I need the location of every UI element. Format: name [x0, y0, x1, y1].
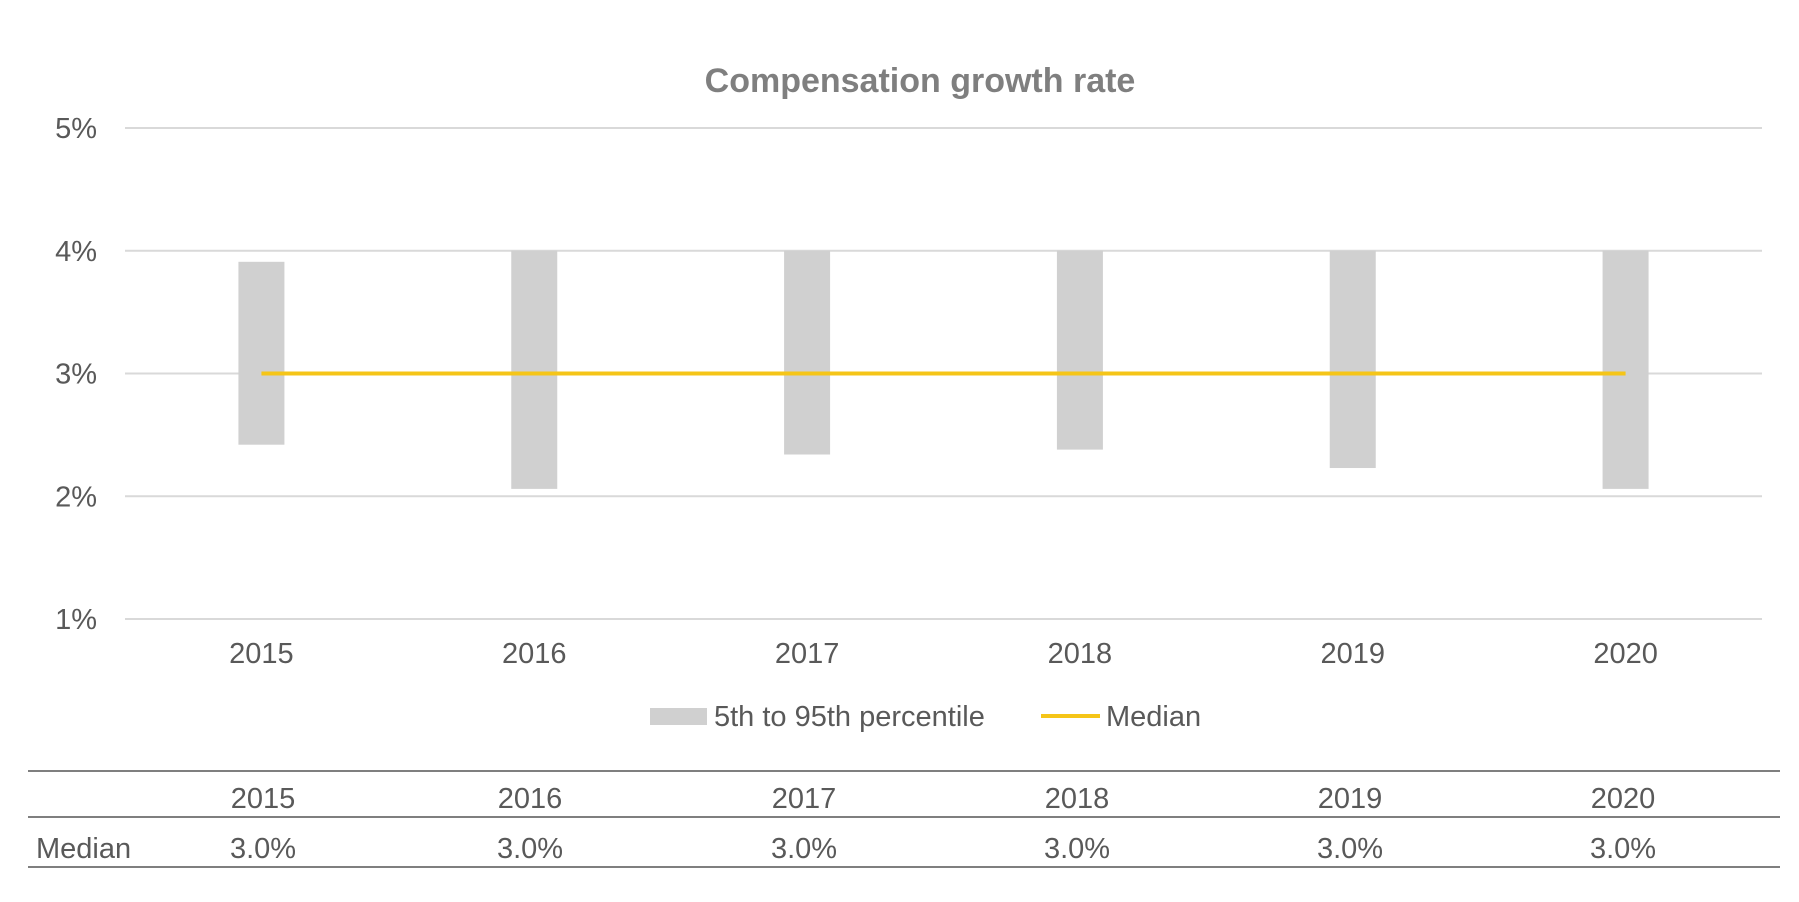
- table-value-cell: 3.0%: [1044, 833, 1110, 865]
- table-header-cell: 2020: [1591, 783, 1656, 815]
- table-value-cell: 3.0%: [1590, 833, 1656, 865]
- x-tick-label: 2018: [1048, 638, 1113, 670]
- chart-title: Compensation growth rate: [705, 62, 1136, 100]
- legend-label-percentile: 5th to 95th percentile: [714, 701, 985, 733]
- legend-swatch-percentile: [650, 708, 707, 725]
- table-header-cell: 2018: [1045, 783, 1110, 815]
- percentile-bar-2017: [784, 250, 831, 455]
- x-tick-label: 2016: [502, 638, 567, 670]
- y-tick-label: 1%: [55, 604, 97, 636]
- y-tick-label: 5%: [55, 113, 97, 145]
- percentile-bar-2018: [1056, 250, 1103, 450]
- percentile-bar-2016: [511, 250, 558, 489]
- table-row-label: Median: [36, 833, 131, 865]
- table-header-cell: 2015: [231, 783, 296, 815]
- percentile-range-bars: [238, 250, 1649, 489]
- table-header-cell: 2019: [1318, 783, 1383, 815]
- percentile-bar-2015: [238, 261, 285, 445]
- table-header-cell: 2017: [772, 783, 837, 815]
- median-table: 2015 2016 2017 2018 2019 2020 Median 3.0% 3.0% 3.…: [28, 770, 1780, 868]
- x-tick-label: 2020: [1593, 638, 1658, 670]
- x-axis-tick-labels: 2015 2016 2017 2018 2019 2020: [229, 638, 1658, 670]
- y-tick-label: 3%: [55, 359, 97, 391]
- table-value-cell: 3.0%: [1317, 833, 1383, 865]
- table-value-cell: 3.0%: [497, 833, 563, 865]
- percentile-bar-2020: [1602, 250, 1649, 489]
- table-value-cell: 3.0%: [230, 833, 296, 865]
- y-axis-tick-labels: 5% 4% 3% 2% 1%: [55, 113, 97, 636]
- table-value-cell: 3.0%: [771, 833, 837, 865]
- legend: 5th to 95th percentile Median: [650, 701, 1201, 733]
- y-tick-label: 4%: [55, 236, 97, 268]
- y-tick-label: 2%: [55, 481, 97, 513]
- percentile-bar-2019: [1329, 250, 1376, 469]
- x-tick-label: 2019: [1320, 638, 1385, 670]
- legend-label-median: Median: [1106, 701, 1201, 733]
- x-tick-label: 2017: [775, 638, 840, 670]
- x-tick-label: 2015: [229, 638, 294, 670]
- table-header-cell: 2016: [498, 783, 563, 815]
